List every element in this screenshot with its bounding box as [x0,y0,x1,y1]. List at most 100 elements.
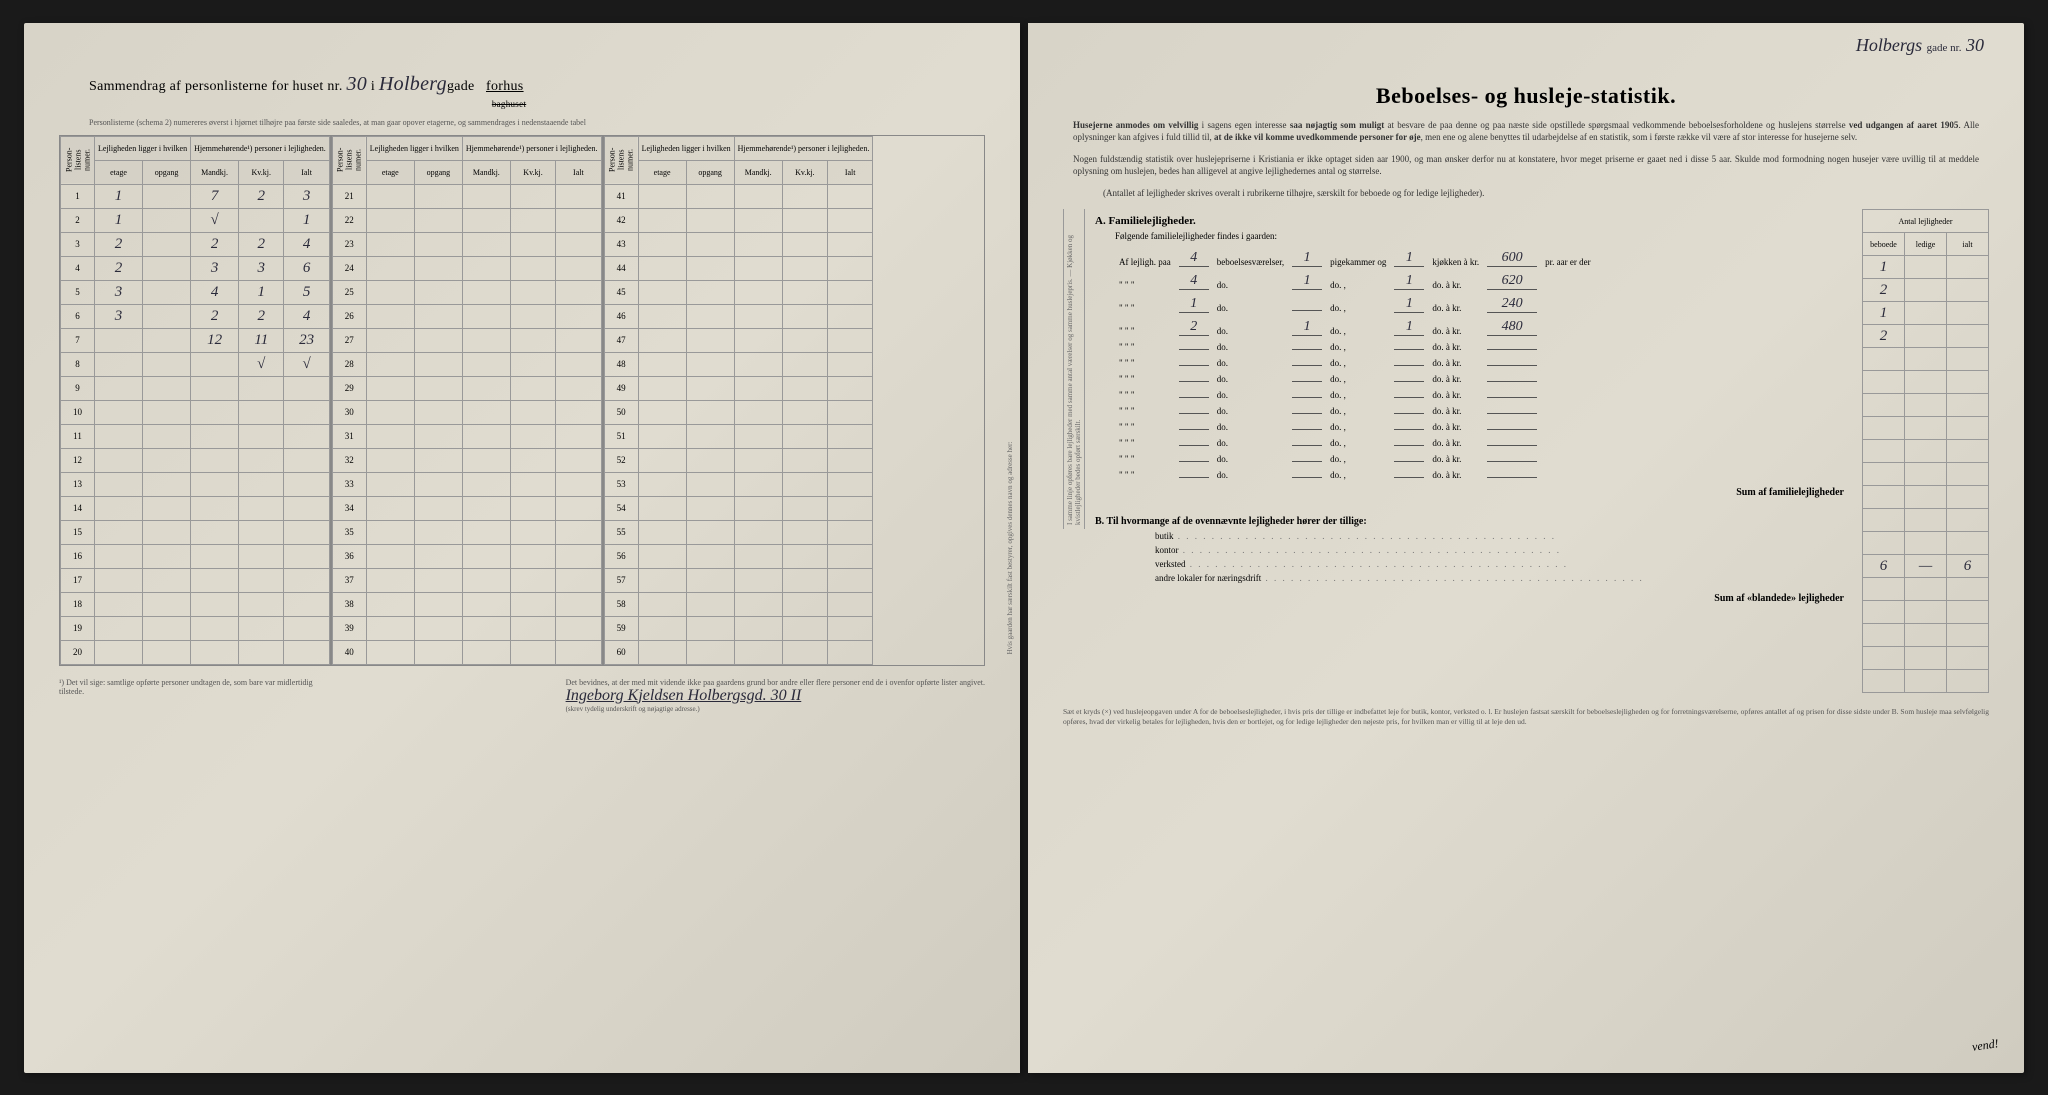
section-a-label: A. Familielejligheder. [1095,215,1852,227]
title-prefix: Sammendrag af personlisterne for huset n… [89,79,343,94]
ledger-row: 32224 [61,232,330,256]
ledger-row: 41 [604,184,873,208]
ledger-row: 48 [604,352,873,376]
ledger-row: 31 [332,424,601,448]
ledger-row: 15 [61,520,330,544]
left-title: Sammendrag af personlisterne for huset n… [89,73,985,112]
count-row [1863,532,1989,555]
ledger-row: 47 [604,328,873,352]
left-page: Sammendrag af personlisterne for huset n… [24,23,1020,1073]
apartment-line: " " "do.do. ,do. à kr. [1115,467,1595,483]
count-row: 1 [1863,302,1989,325]
ledger-row: 20 [61,640,330,664]
ledger-row: 14 [61,496,330,520]
ledger-row: 26 [332,304,601,328]
count-table: Antal lejlighederbeboedeledigeialt12126—… [1862,209,1989,693]
signature-sub: (skrev tydelig underskrift og nøjagtige … [566,705,985,713]
count-row: 2 [1863,279,1989,302]
forhus-label: forhus [486,79,524,94]
top-nr: 30 [1966,35,1984,55]
intro-paragraph-2: Nogen fuldstændig statistik over husleje… [1073,153,1979,177]
apartment-line: " " "do.do. ,do. à kr. [1115,371,1595,387]
apartment-line: " " "do.do. ,do. à kr. [1115,387,1595,403]
left-footer: ¹) Det vil sige: samtlige opførte person… [59,678,985,713]
count-row: 2 [1863,325,1989,348]
apartment-line: Af lejligh. paa4beboelsesværelser,1pigek… [1115,247,1595,270]
count-row [1863,486,1989,509]
count-row [1863,417,1989,440]
ledger-row: 32 [332,448,601,472]
ledger-row: 34 [332,496,601,520]
ledger-row: 27 [332,328,601,352]
right-body: I samme linje opføres bare lejligheder m… [1063,209,1989,693]
side-vertical-note: I samme linje opføres bare lejligheder m… [1063,209,1085,529]
ledger-row: 13 [61,472,330,496]
count-row [1863,348,1989,371]
ledger-row: 55 [604,520,873,544]
ledger-row: 11723 [61,184,330,208]
ledger-row: 43 [604,232,873,256]
ledger-row: 42 [604,208,873,232]
vend-label: vend! [1971,1036,1999,1055]
right-title: Beboelses- og husleje-statistik. [1063,83,1989,109]
ledger-row: 33 [332,472,601,496]
ledger-row: 18 [61,592,330,616]
ledger-row: 29 [332,376,601,400]
apartment-line: " " "2do.1do. ,1do. à kr.480 [1115,316,1595,339]
ledger-row: 49 [604,376,873,400]
ledger-row: 52 [604,448,873,472]
ledger-row: 21√1 [61,208,330,232]
ledger-row: 38 [332,592,601,616]
section-b: B. Til hvormange af de ovennævnte lejlig… [1095,516,1852,608]
document-spread: Sammendrag af personlisterne for huset n… [24,23,2024,1073]
ledger-row: 10 [61,400,330,424]
ledger-row: 22 [332,208,601,232]
ledger-row: 58 [604,592,873,616]
apartment-line: " " "do.do. ,do. à kr. [1115,355,1595,371]
apartment-line: " " "do.do. ,do. à kr. [1115,403,1595,419]
owner-signature: Ingeborg Kjeldsen Holbergsgd. 30 II [566,687,985,705]
ledger-row: 44 [604,256,873,280]
bottom-note: Sæt et kryds (×) ved huslejeopgaven unde… [1063,707,1989,727]
apartment-line: " " "do.do. ,do. à kr. [1115,339,1595,355]
apartment-line: " " "do.do. ,do. à kr. [1115,419,1595,435]
apartment-line: " " "do.do. ,do. à kr. [1115,451,1595,467]
ledger-row: 63224 [61,304,330,328]
ledger-row: 57 [604,568,873,592]
ledger-row: 51 [604,424,873,448]
ledger-row: 50 [604,400,873,424]
title-gade: gade [447,79,475,94]
right-main: A. Familielejligheder. Følgende familiel… [1095,209,1852,693]
ledger-row: 39 [332,616,601,640]
ledger-row: 9 [61,376,330,400]
ledger-row: 28 [332,352,601,376]
ledger-row: 42336 [61,256,330,280]
ledger-row: 7121123 [61,328,330,352]
apartment-line: " " "4do.1do. ,1do. à kr.620 [1115,270,1595,293]
ledger-block-table: Person-listens numer.Lejligheden ligger … [604,136,874,665]
ledger-row: 30 [332,400,601,424]
apartment-line: " " "1do.do. ,1do. à kr.240 [1115,293,1595,316]
count-table-wrapper: Antal lejlighederbeboedeledigeialt12126—… [1862,209,1989,693]
ledger-row: 56 [604,544,873,568]
ledger-row: 60 [604,640,873,664]
right-top-handwriting: Holbergs gade nr. 30 [1856,35,1984,56]
count-row [1863,371,1989,394]
ledger-row: 53415 [61,280,330,304]
right-page: Holbergs gade nr. 30 Beboelses- og husle… [1028,23,2024,1073]
section-b-line: andre lokaler for næringsdrift [1155,573,1852,583]
ledger-row: 24 [332,256,601,280]
count-row [1863,440,1989,463]
house-number: 30 [346,73,367,95]
left-fineprint: Personlisterne (schema 2) numereres øver… [89,118,985,127]
top-street: Holbergs [1856,35,1922,55]
apartment-line: " " "do.do. ,do. à kr. [1115,435,1595,451]
ledger-block-table: Person-listens numer.Lejligheden ligger … [60,136,330,665]
section-b-line: verksted [1155,559,1852,569]
apartment-lines: Af lejligh. paa4beboelsesværelser,1pigek… [1115,247,1595,483]
ledger-row: 35 [332,520,601,544]
ledger-row: 45 [604,280,873,304]
section-a-sublabel: Følgende familielejligheder findes i gaa… [1115,231,1852,241]
title-i: i [371,79,375,94]
ledger-row: 40 [332,640,601,664]
